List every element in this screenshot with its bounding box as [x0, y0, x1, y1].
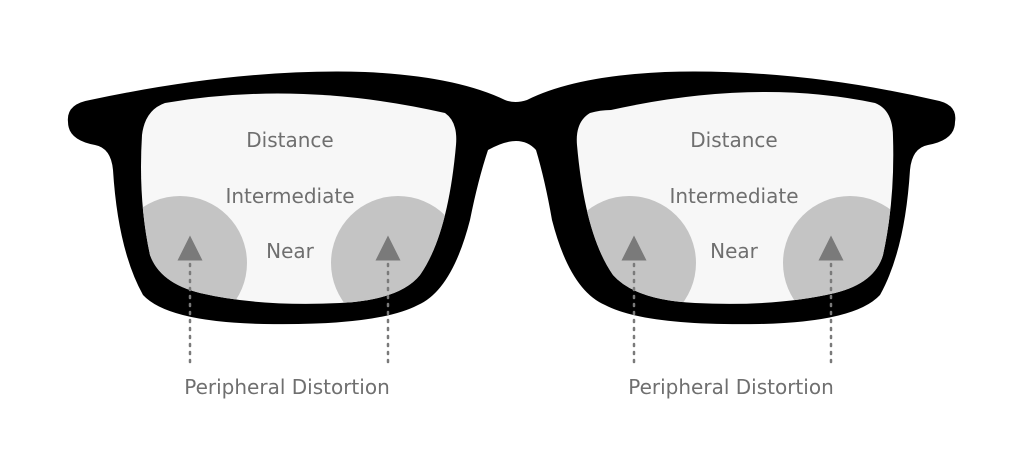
right-lens-distance-label: Distance — [690, 128, 777, 152]
right-peripheral-distortion-label: Peripheral Distortion — [628, 375, 834, 399]
left-lens-near-label: Near — [266, 239, 315, 263]
distortion-arrows — [177, 235, 844, 364]
left-peripheral-distortion-label: Peripheral Distortion — [184, 375, 390, 399]
left-lens-intermediate-label: Intermediate — [225, 184, 354, 208]
right-lens-intermediate-label: Intermediate — [669, 184, 798, 208]
right-lens-near-label: Near — [710, 239, 759, 263]
left-lens-distance-label: Distance — [246, 128, 333, 152]
